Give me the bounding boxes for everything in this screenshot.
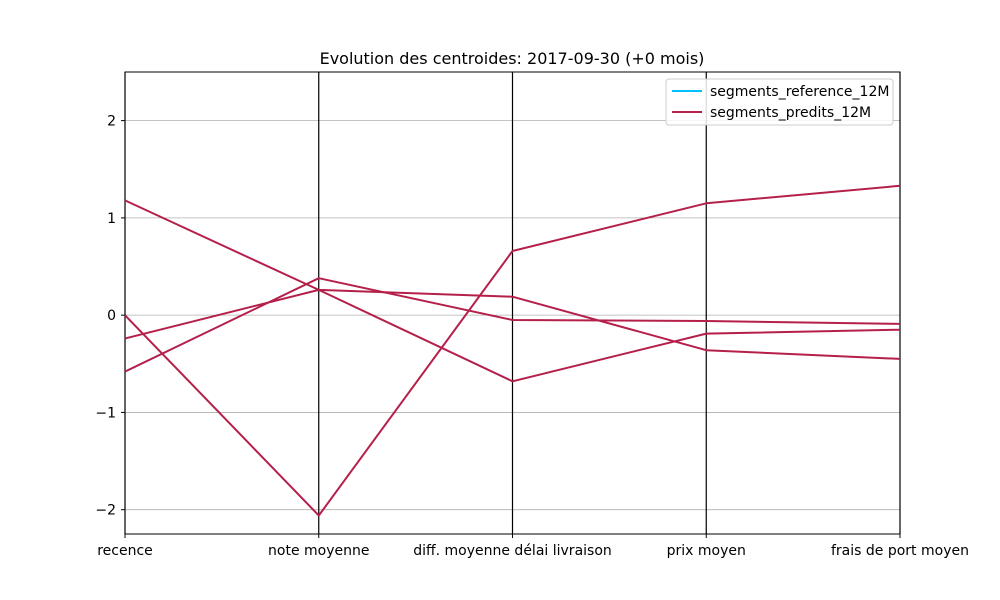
legend-label: segments_reference_12M	[710, 84, 889, 100]
x-tick-label: note moyenne	[268, 543, 369, 559]
vertical-axes	[124, 71, 901, 535]
series-line-2	[124, 288, 901, 383]
y-tick-label: 1	[107, 211, 116, 227]
y-tick-label: −1	[95, 405, 116, 421]
x-axis-ticks: recence note moyenne diff. moyenne délai l…	[97, 534, 969, 559]
series-line-0	[124, 199, 901, 360]
series-lines	[124, 184, 901, 517]
series-line-3	[124, 277, 901, 373]
y-tick-label: −2	[95, 503, 116, 519]
chart-title: Evolution des centroides: 2017-09-30 (+0…	[320, 49, 705, 68]
legend-box	[665, 78, 894, 126]
x-tick-label: frais de port moyen	[831, 543, 969, 559]
series-line-1	[124, 184, 901, 517]
x-tick-label: prix moyen	[667, 543, 746, 559]
legend: segments_reference_12M segments_predits_1…	[665, 78, 894, 126]
x-tick-label: recence	[97, 543, 153, 559]
y-tick-label: 2	[107, 114, 116, 130]
legend-label: segments_predits_12M	[710, 105, 871, 121]
x-tick-label: diff. moyenne délai livraison	[413, 543, 612, 559]
y-axis-ticks: −2 −1 0 1 2	[95, 114, 125, 519]
y-tick-label: 0	[107, 308, 116, 324]
